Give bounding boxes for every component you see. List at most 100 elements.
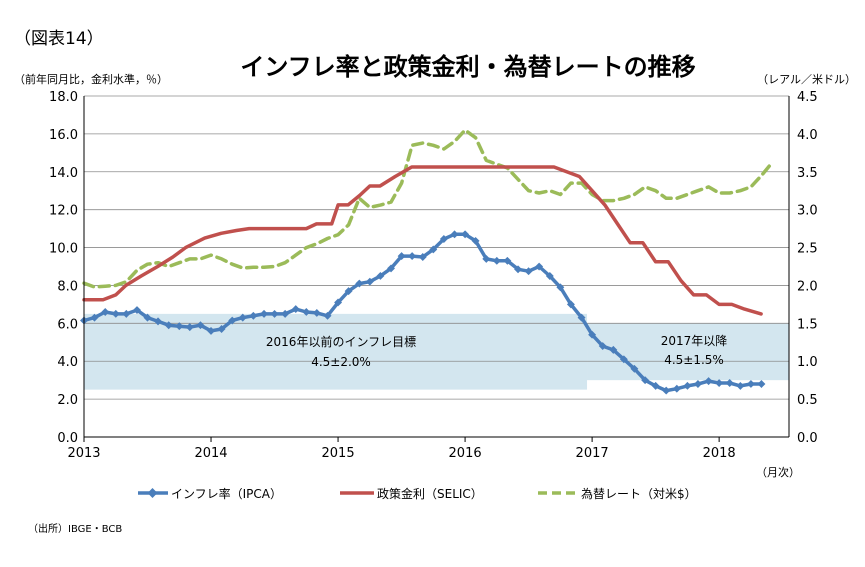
- source-note: （出所）IBGE・BCB: [28, 522, 122, 535]
- ipca-point: [577, 313, 586, 322]
- legend: インフレ率（IPCA） 政策金利（SELIC） 為替レート（対米$）: [138, 486, 697, 501]
- ipca-point: [334, 298, 343, 307]
- x-tick-label: 2015: [322, 446, 355, 461]
- target-band-0: [84, 313, 588, 390]
- ipca-point: [408, 252, 417, 261]
- left-axis-label: （前年同月比，金利水準，％）: [14, 72, 168, 86]
- ipca-point: [514, 265, 522, 274]
- ipca-point: [355, 279, 364, 288]
- band-label-post2017: 2017年以降: [661, 334, 728, 348]
- ipca-point: [365, 277, 374, 286]
- ipca-point: [185, 323, 194, 332]
- ipca-point: [133, 306, 141, 315]
- ipca-point: [609, 345, 618, 354]
- ipca-point: [418, 253, 427, 261]
- ipca-point: [461, 230, 470, 239]
- ipca-point: [725, 379, 734, 387]
- legend-item-fx: 為替レート（対米$）: [538, 487, 697, 501]
- ipca-point: [143, 313, 152, 322]
- ipca-point: [270, 309, 279, 318]
- ipca-point: [376, 271, 385, 280]
- y-left-tick-label: 16.0: [49, 128, 78, 143]
- legend-item-ipca: インフレ率（IPCA）: [138, 486, 282, 501]
- ipca-point: [503, 256, 512, 265]
- figure-label: （図表14）: [14, 29, 104, 49]
- ipca-point: [154, 317, 163, 326]
- ipca-point: [471, 236, 480, 245]
- ipca-point: [746, 380, 755, 388]
- band-value-pre2016: 4.5±2.0%: [311, 355, 371, 369]
- ipca-point: [715, 379, 724, 387]
- legend-label-selic: 政策金利（SELIC）: [377, 486, 483, 501]
- y-right-tick-label: 3.0: [797, 204, 818, 219]
- ipca-point: [672, 384, 681, 393]
- ipca-point: [217, 325, 226, 333]
- ipca-point: [175, 322, 184, 331]
- ipca-point: [556, 283, 565, 292]
- ipca-point: [450, 230, 459, 239]
- x-tick-label: 2016: [449, 446, 482, 461]
- series-layer: [80, 128, 774, 395]
- legend-item-selic: 政策金利（SELIC）: [340, 486, 483, 501]
- ipca-point: [323, 311, 332, 320]
- ipca-point: [164, 321, 173, 330]
- y-left-tick-label: 4.0: [57, 355, 78, 370]
- x-tick-label: 2017: [576, 446, 609, 461]
- gridlines: [84, 95, 789, 400]
- ipca-point: [736, 381, 745, 390]
- y-right-tick-label: 1.0: [797, 355, 818, 370]
- x-tick-label: 2013: [67, 446, 100, 461]
- chart-title: インフレ率と政策金利・為替レートの推移: [240, 53, 695, 81]
- ipca-point: [588, 330, 597, 339]
- target-bands: [84, 313, 789, 390]
- ipca-point: [387, 264, 395, 273]
- ipca-point: [291, 305, 300, 314]
- axes: 0.0 2.0 4.0 6.0 8.0 10.0 12.0 14.0 16.0 18.0 0.0 0.…: [49, 90, 818, 461]
- ipca-point: [492, 256, 501, 265]
- ipca-point: [302, 308, 311, 316]
- legend-label-fx: 為替レート（対米$）: [581, 487, 697, 501]
- series-line-1: [82, 165, 763, 316]
- y-left-tick-label: 2.0: [57, 393, 78, 408]
- ipca-point: [482, 254, 491, 263]
- ipca-point: [260, 309, 268, 318]
- target-band-1: [587, 323, 789, 381]
- ipca-point: [312, 308, 321, 317]
- y-left-tick-label: 10.0: [49, 242, 78, 257]
- y-left-tick-label: 0.0: [57, 431, 78, 446]
- y-right-tick-label: 0.5: [797, 393, 818, 408]
- y-left-tick-label: 14.0: [49, 166, 78, 181]
- x-tick-label: 2014: [194, 446, 227, 461]
- ipca-point: [439, 235, 448, 243]
- legend-label-ipca: インフレ率（IPCA）: [171, 486, 282, 501]
- x-axis-label: （月次）: [756, 465, 800, 479]
- ipca-point: [683, 381, 692, 390]
- ipca-point: [397, 252, 406, 261]
- y-right-tick-label: 2.0: [797, 279, 818, 294]
- right-axis-label: （レアル／米ドル）: [757, 73, 856, 86]
- y-left-tick-label: 12.0: [49, 204, 78, 219]
- x-tick-label: 2018: [703, 446, 736, 461]
- y-right-tick-label: 2.5: [797, 242, 818, 257]
- y-left-tick-label: 6.0: [57, 317, 78, 332]
- y-right-tick-label: 4.5: [797, 90, 818, 105]
- ipca-point: [641, 376, 650, 385]
- band-value-post2017: 4.5±1.5%: [664, 353, 724, 367]
- ipca-point: [757, 380, 766, 388]
- band-label-pre2016: 2016年以前のインフレ目標: [266, 334, 416, 349]
- y-right-tick-label: 3.5: [797, 166, 818, 181]
- ipca-point: [693, 380, 702, 388]
- y-left-tick-label: 8.0: [57, 279, 78, 294]
- ipca-point: [566, 300, 575, 309]
- y-right-tick-label: 0.0: [797, 431, 818, 446]
- y-right-tick-label: 1.5: [797, 317, 818, 332]
- series-line-2: [82, 128, 774, 289]
- ipca-point: [196, 321, 205, 330]
- y-left-tick-label: 18.0: [49, 90, 78, 105]
- y-right-tick-label: 4.0: [797, 128, 818, 143]
- ipca-point: [651, 381, 660, 390]
- legend-marker-ipca: [147, 488, 158, 498]
- ipca-point: [344, 287, 353, 296]
- ipca-point: [535, 262, 544, 271]
